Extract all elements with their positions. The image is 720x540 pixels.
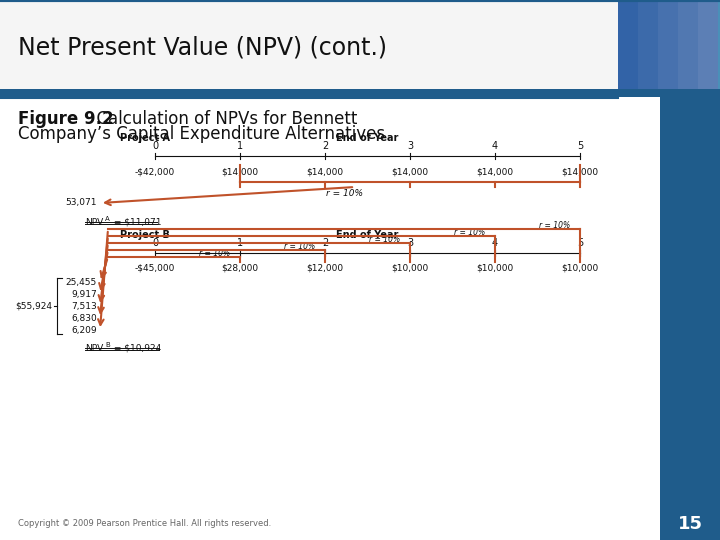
Text: 4: 4 — [492, 238, 498, 248]
Text: $14,000: $14,000 — [222, 167, 258, 176]
Bar — [0, 97, 720, 540]
Text: = $10,924: = $10,924 — [111, 344, 161, 353]
Text: Calculation of NPVs for Bennett: Calculation of NPVs for Bennett — [86, 110, 357, 128]
Text: $10,000: $10,000 — [477, 264, 513, 273]
Bar — [618, 0, 720, 90]
Text: 6,830: 6,830 — [71, 314, 97, 322]
Text: r = 10%: r = 10% — [199, 249, 230, 258]
Bar — [658, 0, 678, 90]
Text: End of Year: End of Year — [336, 133, 398, 143]
Text: 7,513: 7,513 — [71, 301, 97, 310]
Text: A: A — [105, 216, 109, 222]
Text: Net Present Value (NPV) (cont.): Net Present Value (NPV) (cont.) — [18, 36, 387, 60]
Text: -$42,000: -$42,000 — [135, 167, 175, 176]
Text: = $11,071: = $11,071 — [111, 218, 161, 227]
Bar — [618, 0, 638, 90]
Text: 15: 15 — [678, 515, 703, 533]
Text: 9,917: 9,917 — [71, 289, 97, 299]
Text: B: B — [105, 342, 109, 348]
Text: -$45,000: -$45,000 — [135, 264, 175, 273]
Text: $28,000: $28,000 — [222, 264, 258, 273]
Text: 4: 4 — [492, 141, 498, 151]
Text: 5: 5 — [577, 238, 583, 248]
Text: 3: 3 — [407, 141, 413, 151]
Text: 1: 1 — [237, 141, 243, 151]
Text: 53,071: 53,071 — [66, 199, 97, 207]
Text: r = 10%: r = 10% — [369, 235, 400, 244]
Text: 2: 2 — [322, 238, 328, 248]
Text: Copyright © 2009 Pearson Prentice Hall. All rights reserved.: Copyright © 2009 Pearson Prentice Hall. … — [18, 519, 271, 528]
Text: $14,000: $14,000 — [392, 167, 428, 176]
Bar — [638, 0, 658, 90]
Text: $14,000: $14,000 — [307, 167, 343, 176]
Text: $10,000: $10,000 — [562, 264, 598, 273]
Text: r = 10%: r = 10% — [539, 221, 571, 230]
Bar — [0, 0, 720, 90]
Text: 6,209: 6,209 — [71, 326, 97, 334]
Text: 2: 2 — [322, 141, 328, 151]
Text: r = 10%: r = 10% — [326, 189, 364, 198]
Text: Company’s Capital Expenditure Alternatives: Company’s Capital Expenditure Alternativ… — [18, 125, 385, 143]
Text: Project A: Project A — [120, 133, 170, 143]
Text: 1: 1 — [237, 238, 243, 248]
Bar — [660, 97, 720, 540]
Text: $10,000: $10,000 — [392, 264, 428, 273]
Text: 5: 5 — [577, 141, 583, 151]
Text: $14,000: $14,000 — [477, 167, 513, 176]
Text: r = 10%: r = 10% — [454, 228, 485, 237]
Text: 25,455: 25,455 — [66, 278, 97, 287]
Text: $12,000: $12,000 — [307, 264, 343, 273]
Text: $55,924: $55,924 — [15, 301, 52, 310]
Text: r = 10%: r = 10% — [284, 242, 315, 251]
Text: NPV: NPV — [85, 218, 103, 227]
Text: Project B: Project B — [120, 230, 170, 240]
Bar — [660, 508, 720, 540]
Text: NPV: NPV — [85, 344, 103, 353]
Text: End of Year: End of Year — [336, 230, 398, 240]
Text: 0: 0 — [152, 238, 158, 248]
Text: 0: 0 — [152, 141, 158, 151]
Bar — [698, 0, 718, 90]
Text: 3: 3 — [407, 238, 413, 248]
Bar — [0, 89, 720, 97]
Text: Figure 9.2: Figure 9.2 — [18, 110, 114, 128]
Text: $14,000: $14,000 — [562, 167, 598, 176]
Bar — [678, 0, 698, 90]
